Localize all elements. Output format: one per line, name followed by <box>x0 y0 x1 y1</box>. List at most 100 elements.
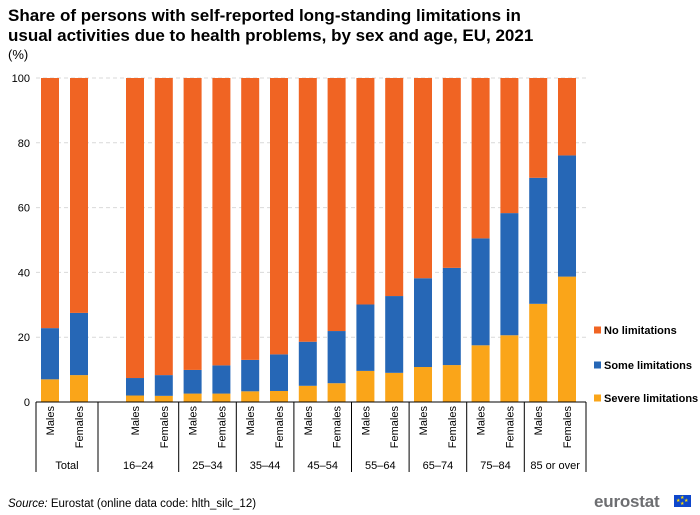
bar-segment-no-limitations <box>212 78 231 366</box>
bar-segment-severe-limitations <box>126 395 144 402</box>
group-label: 55–64 <box>365 460 396 472</box>
bar-segment-severe-limitations <box>270 390 288 402</box>
bar-segment-no-limitations <box>183 78 202 370</box>
chart-title: Share of persons with self-reported long… <box>8 6 534 45</box>
x-tick-label: Males <box>418 406 430 436</box>
bar-segment-some-limitations <box>212 365 231 394</box>
legend-swatch <box>594 394 601 402</box>
bar-segment-some-limitations <box>154 375 173 396</box>
legend-swatch <box>594 326 601 334</box>
stacked-bar-chart: 0 20 40 60 80 100 Males Females Males Females Male… <box>12 73 698 472</box>
bar-segment-some-limitations <box>126 378 144 396</box>
legend-label: Some limitations <box>604 360 692 372</box>
group-label: Total <box>55 460 78 472</box>
bar-segment-no-limitations <box>356 78 375 305</box>
bar-segment-severe-limitations <box>327 383 346 402</box>
bar-segment-severe-limitations <box>529 303 548 402</box>
bar-segment-some-limitations <box>298 341 317 386</box>
y-tick-label: 80 <box>18 138 30 150</box>
x-tick-label: Males <box>45 406 57 436</box>
bar-segment-severe-limitations <box>558 276 576 402</box>
x-tick-label: Males <box>476 406 488 436</box>
x-tick-label: Females <box>447 406 459 449</box>
x-tick-label: Females <box>159 406 171 449</box>
group-label: 35–44 <box>250 460 281 472</box>
bar-segment-no-limitations <box>298 78 317 342</box>
bar-segment-some-limitations <box>183 369 202 394</box>
bar-segment-severe-limitations <box>442 365 461 402</box>
x-tick-label: Males <box>360 406 372 436</box>
x-tick-label: Females <box>504 406 516 449</box>
bar-segment-no-limitations <box>327 78 346 332</box>
bar-segment-no-limitations <box>500 78 519 214</box>
source-text: Eurostat (online data code: hlth_silc_12… <box>47 498 257 510</box>
y-tick-label: 0 <box>24 397 30 409</box>
group-label: 65–74 <box>423 460 454 472</box>
x-tick-label: Males <box>130 406 142 436</box>
bar-segment-severe-limitations <box>154 395 173 402</box>
y-tick-label: 20 <box>18 332 30 344</box>
group-label: 25–34 <box>192 460 223 472</box>
x-tick-label: Females <box>562 406 574 449</box>
group-label: 45–54 <box>307 460 338 472</box>
legend-swatch <box>594 361 601 369</box>
bar-segment-no-limitations <box>270 78 288 355</box>
y-tick-label: 40 <box>18 267 30 279</box>
x-tick-label: Males <box>303 406 315 436</box>
bar-segment-no-limitations <box>70 78 88 313</box>
bar-segment-no-limitations <box>414 78 432 279</box>
bar-segment-no-limitations <box>558 78 576 156</box>
bar-segment-no-limitations <box>126 78 144 379</box>
bar-segment-severe-limitations <box>212 393 231 402</box>
bar-segment-some-limitations <box>41 328 59 380</box>
eurostat-logo-text: eurostat <box>594 492 660 511</box>
bar-segment-severe-limitations <box>70 375 88 402</box>
bar-segment-some-limitations <box>471 238 490 346</box>
bar-segment-severe-limitations <box>385 372 404 402</box>
bar-segment-severe-limitations <box>241 391 260 402</box>
bar-segment-no-limitations <box>442 78 461 268</box>
bar-segment-some-limitations <box>414 278 432 368</box>
x-tick-label: Females <box>389 406 401 449</box>
bar-segment-some-limitations <box>327 331 346 384</box>
eurostat-logo: eurostat ★ ★ ★ ★ <box>594 492 694 512</box>
bar-segment-some-limitations <box>500 213 519 336</box>
bar-segment-severe-limitations <box>298 385 317 402</box>
chart-subtitle: (%) <box>8 47 29 62</box>
bar-segment-no-limitations <box>385 78 404 297</box>
bar-segment-severe-limitations <box>414 367 432 402</box>
eu-flag-icon: ★ ★ ★ ★ <box>674 495 691 507</box>
x-tick-label: Males <box>245 406 257 436</box>
source-label: Source: <box>8 498 48 510</box>
bar-segment-no-limitations <box>154 78 173 376</box>
bar-segment-severe-limitations <box>471 345 490 402</box>
bar-segment-some-limitations <box>385 296 404 373</box>
bar-segment-no-limitations <box>471 78 490 239</box>
bar-segment-no-limitations <box>41 78 59 329</box>
bar-segment-some-limitations <box>558 155 576 277</box>
x-tick-label: Females <box>74 406 86 449</box>
bar-segment-some-limitations <box>70 312 88 376</box>
group-label: 16–24 <box>123 460 154 472</box>
x-tick-label: Females <box>332 406 344 449</box>
bar-segment-severe-limitations <box>356 370 375 402</box>
bar-segment-some-limitations <box>356 304 375 371</box>
y-tick-label: 60 <box>18 203 30 215</box>
bar-segment-some-limitations <box>241 359 260 392</box>
y-tick-label: 100 <box>12 73 30 85</box>
x-tick-label: Females <box>274 406 286 449</box>
source-note: Source: Eurostat (online data code: hlth… <box>8 498 256 510</box>
group-label: 75–84 <box>480 460 511 472</box>
x-tick-label: Males <box>188 406 200 436</box>
bar-segment-no-limitations <box>241 78 260 360</box>
x-tick-label: Males <box>533 406 545 436</box>
bar-segment-severe-limitations <box>500 335 519 402</box>
legend-label: Severe limitations <box>604 393 698 405</box>
bar-segment-no-limitations <box>529 78 548 178</box>
bar-segment-severe-limitations <box>183 393 202 402</box>
x-tick-label: Females <box>216 406 228 449</box>
bar-segment-severe-limitations <box>41 379 59 402</box>
bar-segment-some-limitations <box>270 354 288 391</box>
bar-segment-some-limitations <box>529 177 548 304</box>
group-label: 85 or over <box>530 460 580 472</box>
